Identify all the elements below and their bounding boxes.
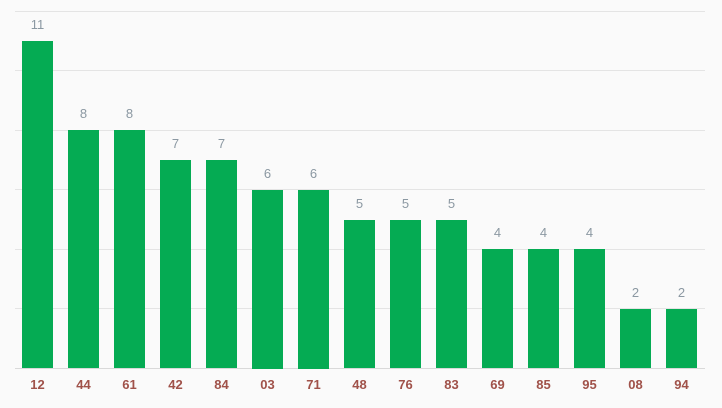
bar-value-label: 5 — [355, 195, 364, 211]
x-axis-label: 42 — [168, 377, 183, 392]
bar[interactable] — [298, 189, 329, 369]
bar-value-label: 6 — [309, 165, 318, 181]
bar[interactable] — [574, 249, 605, 369]
bar-value-label: 4 — [585, 225, 594, 241]
bar[interactable] — [114, 130, 145, 369]
bar[interactable] — [620, 308, 651, 369]
x-axis-label: 44 — [76, 377, 91, 392]
bar-value-label: 4 — [539, 225, 548, 241]
bar[interactable] — [68, 130, 99, 369]
bar-value-label: 7 — [217, 135, 226, 151]
gridline — [14, 129, 705, 131]
bar-value-label: 2 — [631, 284, 640, 300]
x-axis-label: 61 — [122, 377, 137, 392]
bar-value-label: 8 — [125, 106, 134, 122]
bar-value-label: 7 — [171, 135, 180, 151]
bar[interactable] — [482, 249, 513, 369]
bar-value-label: 2 — [677, 284, 686, 300]
bar[interactable] — [22, 40, 53, 369]
bar-value-label: 5 — [447, 195, 456, 211]
x-axis-label: 03 — [260, 377, 275, 392]
bar[interactable] — [390, 219, 421, 369]
x-axis-label: 08 — [628, 377, 643, 392]
x-axis-label: 71 — [306, 377, 321, 392]
x-axis-label: 48 — [352, 377, 367, 392]
bar[interactable] — [666, 308, 697, 369]
x-axis-label: 85 — [536, 377, 551, 392]
bar[interactable] — [160, 159, 191, 369]
gridline — [14, 10, 705, 12]
bar[interactable] — [344, 219, 375, 369]
x-axis-label: 84 — [214, 377, 229, 392]
x-axis-label: 76 — [398, 377, 413, 392]
bar-value-label: 8 — [79, 106, 88, 122]
x-axis-label: 83 — [444, 377, 459, 392]
x-axis-label: 69 — [490, 377, 505, 392]
bar-value-label: 4 — [493, 225, 502, 241]
x-axis-baseline — [14, 368, 705, 369]
bar[interactable] — [528, 249, 559, 369]
x-axis-label: 12 — [30, 377, 45, 392]
bar-value-label: 6 — [263, 165, 272, 181]
bar[interactable] — [206, 159, 237, 369]
bar[interactable] — [436, 219, 467, 369]
bar-value-label: 11 — [30, 16, 45, 32]
gridline — [14, 189, 705, 191]
bar[interactable] — [252, 189, 283, 369]
x-axis-label: 95 — [582, 377, 597, 392]
bar-value-label: 5 — [401, 195, 410, 211]
x-axis-label: 94 — [674, 377, 689, 392]
gridline — [14, 70, 705, 72]
